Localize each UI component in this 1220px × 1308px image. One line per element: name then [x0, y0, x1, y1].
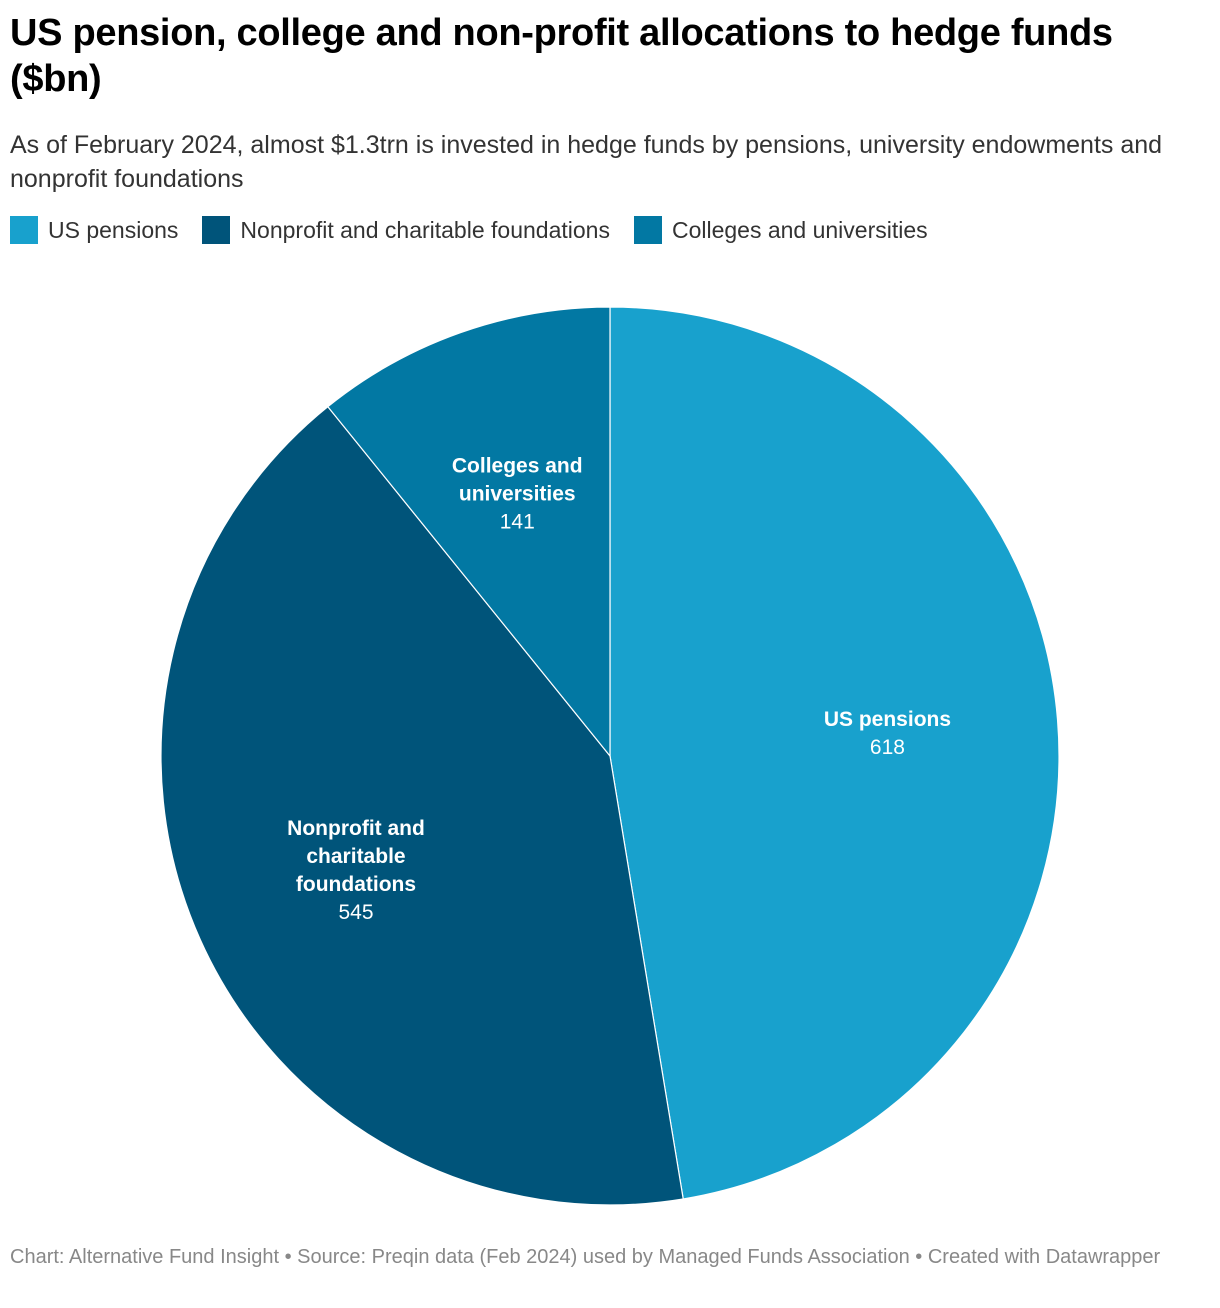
legend-swatch [10, 216, 38, 244]
chart-subtitle: As of February 2024, almost $1.3trn is i… [10, 131, 1163, 193]
legend-item: US pensions [10, 216, 178, 244]
slice-label: Colleges and universities 141 [452, 455, 583, 534]
slice-label: Nonprofit and charitable foundations 545 [287, 817, 425, 924]
legend-item: Nonprofit and charitable foundations [202, 216, 610, 244]
pie-slice-us-pensions[interactable] [609, 306, 1060, 1200]
chart-legend: US pensions Nonprofit and charitable foun… [10, 216, 928, 244]
slice-label-name: foundations [296, 873, 416, 896]
legend-swatch [202, 216, 231, 244]
slice-label-name: universities [459, 483, 576, 506]
slice-label-name: Nonprofit and [287, 817, 425, 840]
legend-label: Colleges and universities [671, 216, 928, 243]
legend-label: Nonprofit and charitable foundations [240, 216, 610, 243]
legend-label: US pensions [48, 216, 179, 243]
slice-label-name: Colleges and [452, 455, 583, 478]
pie-slice-nonprofit-and-charitable-foundations[interactable] [160, 405, 684, 1206]
pie-chart: US pensions 618 Nonprofit and charitable fou… [160, 306, 1060, 1206]
pie-slice-colleges-and-universities[interactable] [327, 306, 611, 758]
slice-label-name: US pensions [824, 708, 951, 731]
slice-label-value: 618 [870, 736, 905, 759]
slice-label-name: charitable [306, 845, 405, 868]
slice-label-value: 141 [500, 511, 535, 534]
chart-title: US pension, college and non-profit alloc… [10, 12, 1113, 100]
slice-label-value: 545 [338, 901, 373, 924]
legend-swatch [633, 216, 662, 244]
chart-footer: Chart: Alternative Fund Insight • Source… [10, 1246, 1161, 1268]
slice-label: US pensions 618 [824, 708, 951, 759]
legend-item: Colleges and universities [633, 216, 928, 244]
